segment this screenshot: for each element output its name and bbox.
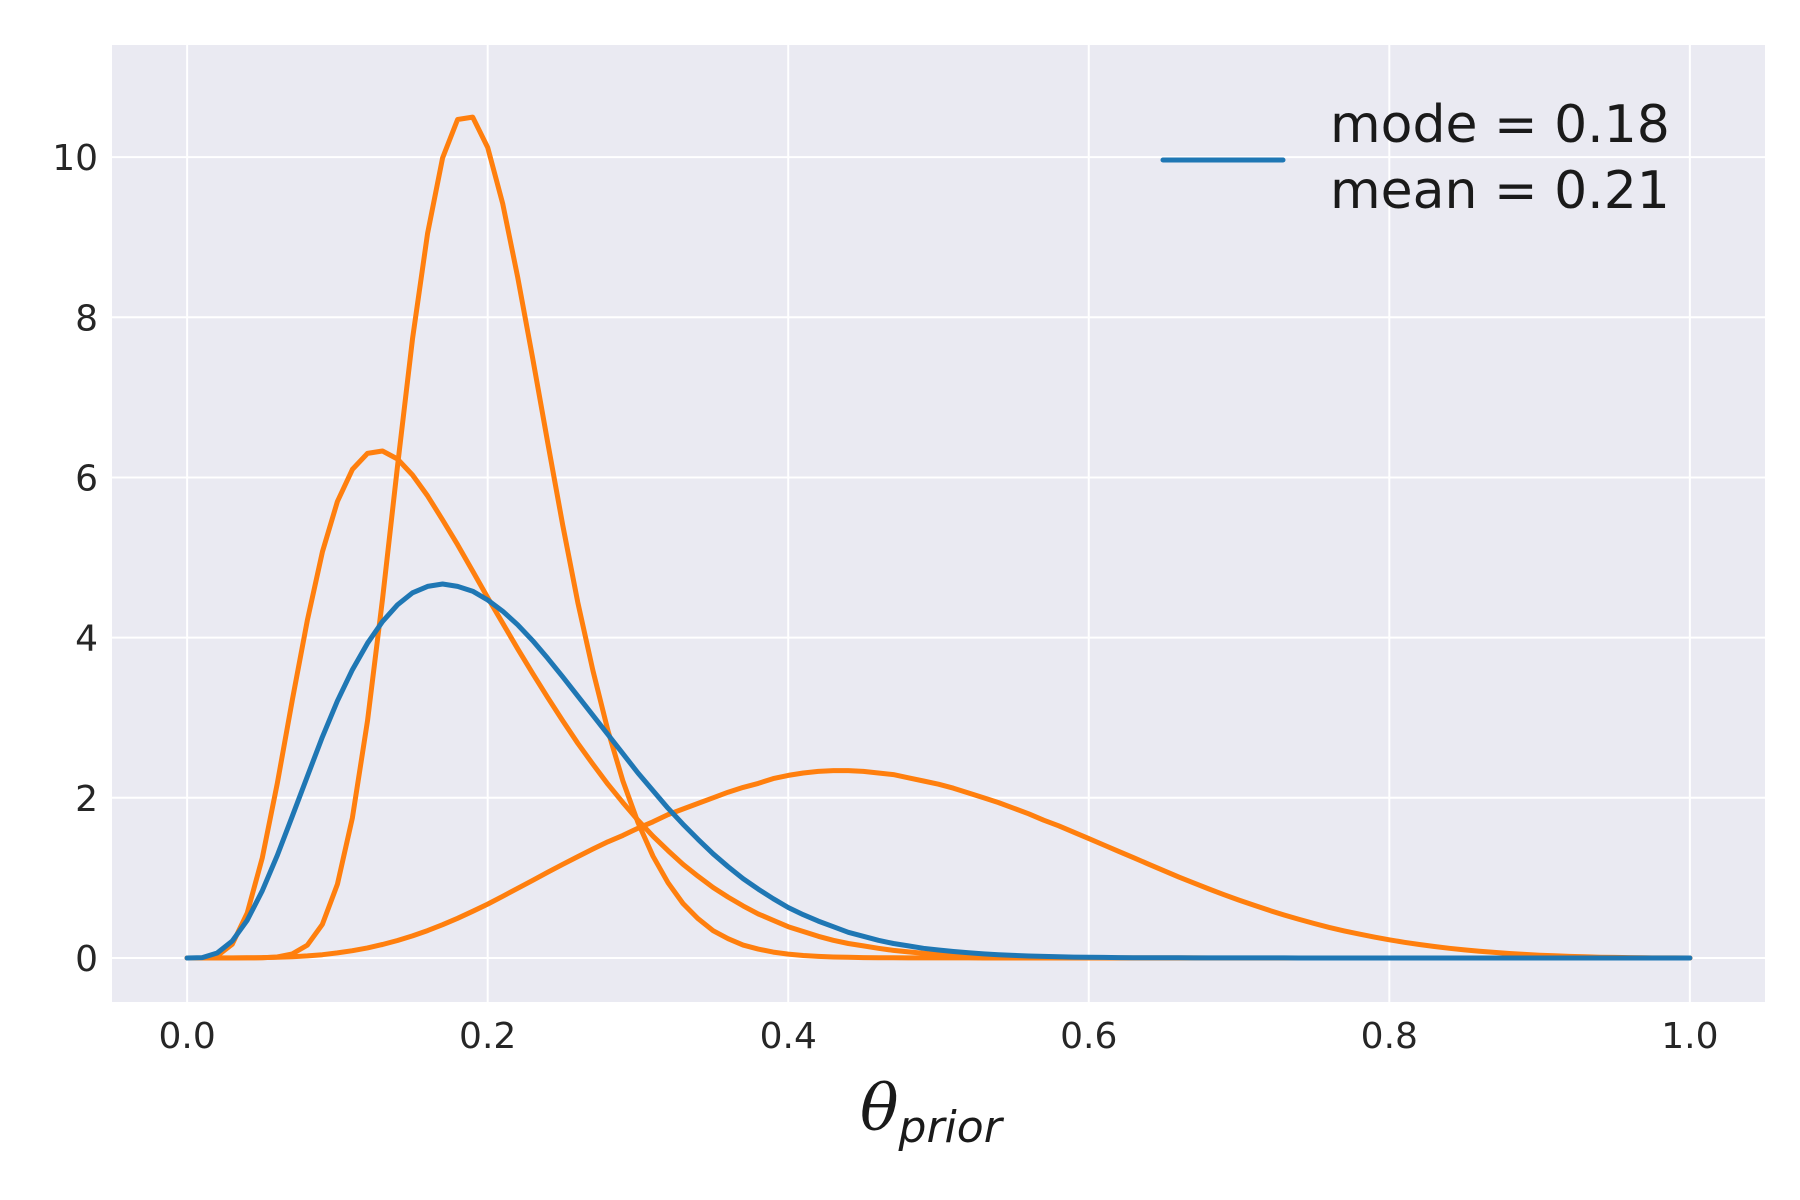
- blue-density-line-4: [184, 581, 1693, 961]
- y-tick-label: 10: [52, 138, 98, 179]
- legend-label-line1: mode = 0.18: [1330, 95, 1670, 155]
- y-tick-label: 4: [75, 619, 98, 660]
- x-tick-label: 0.8: [1361, 1016, 1418, 1057]
- x-axis-label-subscript: prior: [898, 1102, 1005, 1153]
- y-tick-labels: 0 2 4 6 8 10: [52, 138, 98, 980]
- y-tick-label: 8: [75, 298, 98, 339]
- plot-background: [112, 45, 1765, 1002]
- x-tick-label: 0.2: [459, 1016, 516, 1057]
- x-tick-label: 0.6: [1060, 1016, 1117, 1057]
- orange-density-line-1: [184, 768, 1693, 961]
- legend: mode = 0.18 mean = 0.21: [1160, 95, 1670, 221]
- y-tick-label: 0: [75, 939, 98, 980]
- x-tick-label: 0.0: [159, 1016, 216, 1057]
- x-axis-label-symbol: θ: [860, 1072, 899, 1146]
- x-tick-labels: 0.0 0.2 0.4 0.6 0.8 1.0: [159, 1016, 1719, 1057]
- y-tick-label: 6: [75, 458, 98, 499]
- y-tick-label: 2: [75, 779, 98, 820]
- x-axis-label: θprior: [860, 1072, 1005, 1153]
- x-tick-label: 1.0: [1661, 1016, 1718, 1057]
- series-lines: [184, 114, 1693, 961]
- legend-label-line2: mean = 0.21: [1330, 161, 1670, 221]
- x-tick-label: 0.4: [760, 1016, 817, 1057]
